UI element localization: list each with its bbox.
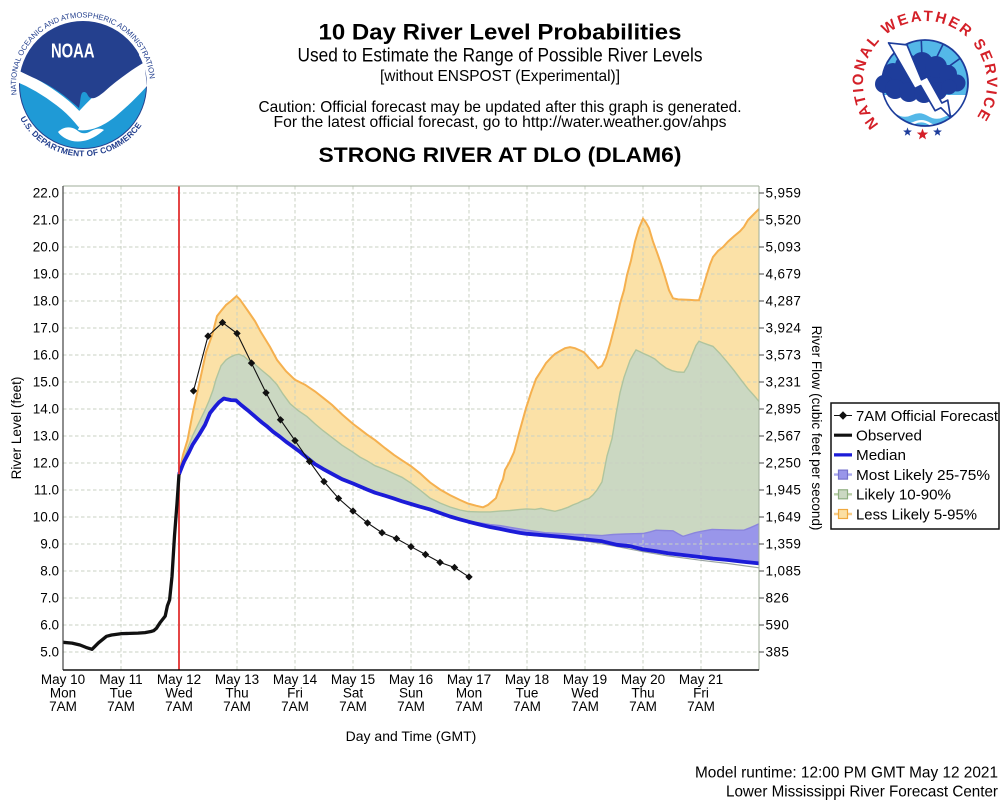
svg-text:21.0: 21.0 xyxy=(33,213,59,228)
svg-text:River Level (feet): River Level (feet) xyxy=(9,377,24,480)
svg-text:8.0: 8.0 xyxy=(40,564,59,579)
svg-text:River Flow (cubic feet per sec: River Flow (cubic feet per second) xyxy=(809,326,824,531)
svg-text:May 17: May 17 xyxy=(447,672,491,687)
svg-text:1,649: 1,649 xyxy=(766,510,802,525)
svg-text:Fri: Fri xyxy=(287,686,303,701)
svg-text:For the latest official foreca: For the latest official forecast, go to … xyxy=(274,114,727,131)
svg-text:3,573: 3,573 xyxy=(766,348,802,363)
svg-text:7AM: 7AM xyxy=(281,699,309,714)
svg-text:3,231: 3,231 xyxy=(766,375,802,390)
svg-text:Wed: Wed xyxy=(165,686,193,701)
svg-text:7AM: 7AM xyxy=(513,699,541,714)
svg-text:11.0: 11.0 xyxy=(34,483,59,498)
svg-text:2,895: 2,895 xyxy=(766,402,802,417)
svg-text:7AM: 7AM xyxy=(339,699,367,714)
svg-text:1,359: 1,359 xyxy=(766,537,802,552)
svg-text:May 18: May 18 xyxy=(505,672,549,687)
svg-text:7AM: 7AM xyxy=(571,699,599,714)
svg-text:590: 590 xyxy=(766,618,790,633)
svg-text:Tue: Tue xyxy=(110,686,133,701)
svg-text:13.0: 13.0 xyxy=(33,429,59,444)
svg-text:5.0: 5.0 xyxy=(40,645,59,660)
svg-text:16.0: 16.0 xyxy=(33,348,59,363)
svg-text:826: 826 xyxy=(766,591,790,606)
svg-text:Sat: Sat xyxy=(343,686,364,701)
svg-text:12.0: 12.0 xyxy=(33,456,59,471)
svg-text:7AM: 7AM xyxy=(397,699,425,714)
svg-text:May 19: May 19 xyxy=(563,672,607,687)
svg-text:Fri: Fri xyxy=(693,686,709,701)
svg-text:5,959: 5,959 xyxy=(766,186,802,201)
svg-text:385: 385 xyxy=(766,645,790,660)
svg-text:20.0: 20.0 xyxy=(33,240,59,255)
svg-text:Day and Time (GMT): Day and Time (GMT) xyxy=(346,728,477,744)
svg-text:May 11: May 11 xyxy=(99,672,142,687)
svg-text:7AM: 7AM xyxy=(165,699,193,714)
svg-text:10.0: 10.0 xyxy=(33,510,59,525)
svg-text:3,924: 3,924 xyxy=(766,321,802,336)
svg-text:7AM: 7AM xyxy=(455,699,483,714)
svg-text:1,945: 1,945 xyxy=(766,483,802,498)
svg-text:Median: Median xyxy=(856,447,906,464)
svg-text:Lower Mississippi River Foreca: Lower Mississippi River Forecast Center xyxy=(726,784,999,800)
svg-text:7AM Official Forecast: 7AM Official Forecast xyxy=(856,408,999,425)
svg-text:7AM: 7AM xyxy=(223,699,251,714)
svg-text:5,093: 5,093 xyxy=(766,240,802,255)
svg-text:Used to Estimate the Range of: Used to Estimate the Range of Possible R… xyxy=(298,46,703,67)
svg-text:Most Likely 25-75%: Most Likely 25-75% xyxy=(856,467,990,484)
svg-text:May 10: May 10 xyxy=(41,672,85,687)
svg-text:Model runtime: 12:00 PM GMT Ma: Model runtime: 12:00 PM GMT May 12 2021 xyxy=(695,765,998,782)
svg-text:NOAA: NOAA xyxy=(51,41,95,63)
svg-text:May 20: May 20 xyxy=(621,672,665,687)
svg-text:Mon: Mon xyxy=(50,686,76,701)
svg-text:Observed: Observed xyxy=(856,428,922,445)
svg-text:4,679: 4,679 xyxy=(766,267,802,282)
svg-text:10 Day River Level Probabiliti: 10 Day River Level Probabilities xyxy=(319,20,682,45)
svg-text:May 16: May 16 xyxy=(389,672,433,687)
svg-text:May 21: May 21 xyxy=(679,672,723,687)
svg-text:Sun: Sun xyxy=(399,686,423,701)
svg-text:7.0: 7.0 xyxy=(40,591,59,606)
svg-text:[without ENSPOST (Experimental: [without ENSPOST (Experimental)] xyxy=(380,68,620,85)
svg-text:17.0: 17.0 xyxy=(33,321,59,336)
svg-text:Thu: Thu xyxy=(225,686,248,701)
svg-text:STRONG RIVER AT DLO (DLAM6): STRONG RIVER AT DLO (DLAM6) xyxy=(319,144,682,167)
svg-text:18.0: 18.0 xyxy=(33,294,59,309)
svg-text:Mon: Mon xyxy=(456,686,482,701)
svg-text:Thu: Thu xyxy=(631,686,654,701)
svg-text:Likely 10-90%: Likely 10-90% xyxy=(856,487,951,504)
svg-text:7AM: 7AM xyxy=(107,699,135,714)
svg-text:2,250: 2,250 xyxy=(766,456,802,471)
svg-text:May 15: May 15 xyxy=(331,672,375,687)
svg-text:15.0: 15.0 xyxy=(33,375,59,390)
svg-text:2,567: 2,567 xyxy=(766,429,802,444)
svg-text:Less Likely 5-95%: Less Likely 5-95% xyxy=(856,506,977,523)
svg-text:Caution: Official forecast may: Caution: Official forecast may be update… xyxy=(259,99,742,116)
svg-text:14.0: 14.0 xyxy=(33,402,59,417)
svg-text:Tue: Tue xyxy=(516,686,539,701)
svg-text:May 14: May 14 xyxy=(273,672,318,687)
svg-text:4,287: 4,287 xyxy=(766,294,802,309)
svg-text:May 13: May 13 xyxy=(215,672,259,687)
svg-text:7AM: 7AM xyxy=(49,699,77,714)
svg-text:May 12: May 12 xyxy=(157,672,201,687)
svg-text:1,085: 1,085 xyxy=(766,564,802,579)
svg-text:7AM: 7AM xyxy=(687,699,715,714)
svg-text:9.0: 9.0 xyxy=(40,537,59,552)
svg-text:19.0: 19.0 xyxy=(33,267,59,282)
svg-text:22.0: 22.0 xyxy=(33,186,59,201)
svg-text:7AM: 7AM xyxy=(629,699,657,714)
svg-text:Wed: Wed xyxy=(571,686,599,701)
svg-text:6.0: 6.0 xyxy=(40,618,59,633)
svg-text:5,520: 5,520 xyxy=(766,213,802,228)
